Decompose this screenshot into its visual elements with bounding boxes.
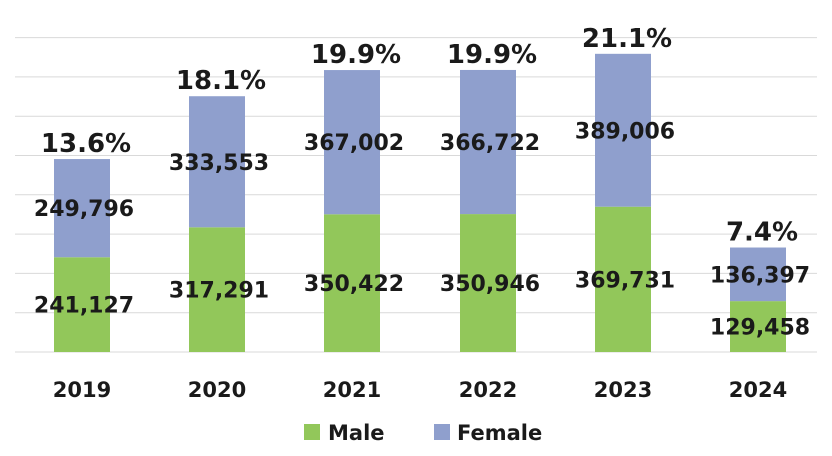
x-tick-2023: 2023	[594, 378, 652, 402]
bar-female-2023	[595, 53, 651, 207]
bar-male-2019	[54, 257, 110, 352]
gridlines	[15, 37, 817, 353]
x-tick-2024: 2024	[729, 378, 787, 402]
data-labels: 241,127 249,796 13.6% 317,291 333,553 18.1% 35…	[34, 24, 810, 341]
x-tick-2020: 2020	[188, 378, 246, 402]
total-label-2019: 13.6%	[41, 129, 131, 159]
legend-item-female: Female	[434, 421, 542, 445]
value-label-male-2024: 129,458	[710, 316, 810, 341]
legend-swatch-female	[434, 424, 450, 440]
value-label-male-2019: 241,127	[34, 294, 134, 319]
total-label-2022: 19.9%	[447, 40, 537, 70]
bar-female-2021	[324, 70, 380, 215]
bar-male-2020	[189, 227, 245, 352]
total-label-2024: 7.4%	[726, 218, 798, 248]
x-axis-ticks: 2019 2020 2021 2022 2023 2024	[53, 378, 787, 402]
value-label-female-2019: 249,796	[34, 197, 134, 222]
value-label-female-2020: 333,553	[169, 151, 269, 176]
value-label-male-2021: 350,422	[304, 272, 404, 297]
bar-male-2021	[324, 214, 380, 352]
legend-swatch-male	[304, 424, 320, 440]
legend: Male Female	[304, 421, 542, 445]
bar-female-2020	[189, 96, 245, 228]
bar-male-2024	[730, 301, 786, 352]
value-label-male-2020: 317,291	[169, 279, 269, 304]
legend-label-male: Male	[328, 421, 385, 445]
value-label-female-2023: 389,006	[575, 119, 675, 144]
total-label-2020: 18.1%	[176, 66, 266, 96]
x-tick-2022: 2022	[459, 378, 517, 402]
bars	[54, 53, 786, 352]
legend-item-male: Male	[304, 421, 385, 445]
bar-male-2022	[460, 214, 516, 352]
legend-label-female: Female	[457, 421, 542, 445]
value-label-female-2021: 367,002	[304, 131, 404, 156]
value-label-female-2022: 366,722	[440, 131, 540, 156]
x-tick-2021: 2021	[323, 378, 381, 402]
bar-female-2019	[54, 159, 110, 258]
x-tick-2019: 2019	[53, 378, 111, 402]
bar-female-2022	[460, 69, 516, 215]
bar-female-2024	[730, 247, 786, 302]
total-label-2023: 21.1%	[582, 24, 672, 54]
value-label-male-2023: 369,731	[575, 268, 675, 293]
bar-male-2023	[595, 206, 651, 352]
total-label-2021: 19.9%	[311, 40, 401, 70]
value-label-female-2024: 136,397	[710, 263, 810, 288]
value-label-male-2022: 350,946	[440, 272, 540, 297]
